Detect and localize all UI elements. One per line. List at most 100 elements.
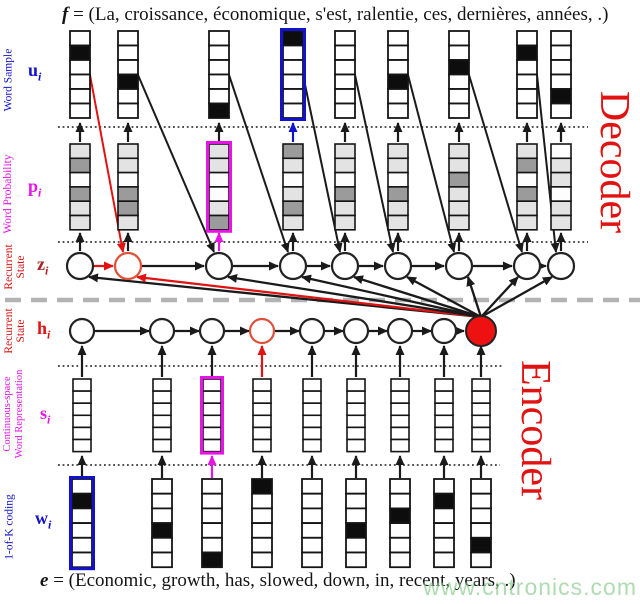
w-column-3	[201, 492, 223, 510]
w-column-4	[251, 507, 273, 524]
u-column-7	[448, 102, 470, 119]
z-state-1	[65, 251, 95, 281]
u-column-9	[550, 44, 572, 61]
s-column-9	[471, 438, 491, 453]
w-column-6	[345, 536, 367, 554]
s-column-1	[72, 414, 92, 429]
u-column-2	[117, 102, 139, 119]
context-to-decoder-arrow	[480, 275, 553, 319]
w-column-4	[251, 536, 273, 554]
p-column-1	[69, 214, 91, 231]
p-column-6	[387, 157, 409, 174]
row-label-recurrent-state-decoder: Recurrent State	[3, 236, 27, 298]
u-column-2	[117, 30, 139, 47]
s-column-9	[471, 390, 491, 405]
s-column-2	[152, 414, 172, 429]
context-to-decoder-arrow	[301, 274, 482, 319]
p-column-5	[334, 186, 356, 202]
p-column-4	[282, 200, 304, 217]
w-column-7	[389, 492, 411, 510]
u-column-1	[69, 73, 91, 90]
w-column-7	[389, 507, 411, 524]
s-column-7	[390, 414, 410, 429]
u-column-8	[516, 30, 538, 47]
w-column-4	[251, 522, 273, 539]
u-column-5	[334, 30, 356, 47]
u-column-4	[282, 102, 304, 119]
decoder-label: Decoder	[591, 90, 637, 234]
s-column-7	[390, 426, 410, 441]
p-column-8	[516, 200, 538, 217]
target-sentence-words: = (La, croissance, économique, s'est, ra…	[68, 4, 609, 25]
row-label-text: State	[15, 255, 27, 279]
u-column-1	[69, 30, 91, 47]
u-column-7	[448, 44, 470, 61]
row-label-recurrent-state-encoder: Recurrent State	[3, 300, 27, 362]
w-column-6	[345, 492, 367, 510]
p-column-4	[282, 157, 304, 174]
s-column-3	[202, 402, 222, 417]
w-column-1	[71, 551, 93, 569]
w-column-7	[389, 478, 411, 495]
u-column-9	[550, 59, 572, 76]
u-column-8	[516, 88, 538, 105]
sample-to-next-state-arrow	[137, 74, 215, 253]
w-column-9	[470, 507, 492, 524]
s-column-3	[202, 414, 222, 429]
u-column-6	[387, 30, 409, 47]
symbol-h: hi	[37, 318, 51, 342]
row-label-text: Continuous-space	[2, 376, 13, 452]
w-column-2	[151, 536, 173, 554]
s-column-1	[72, 378, 92, 392]
watermark: www.cntronics.com	[423, 574, 637, 600]
p-column-2	[117, 143, 139, 160]
z-state-2	[113, 251, 143, 281]
u-column-5	[334, 59, 356, 76]
u-column-8	[516, 44, 538, 61]
z-state-4	[278, 251, 308, 281]
s-column-8	[434, 426, 454, 441]
s-column-6	[346, 438, 366, 453]
u-column-4	[282, 88, 304, 105]
s-column-5	[302, 426, 322, 441]
h-state-6	[342, 317, 370, 345]
w-column-3	[201, 507, 223, 524]
w-column-6	[345, 478, 367, 495]
p-column-7	[448, 157, 470, 174]
s-column-2	[152, 438, 172, 453]
u-column-highlight	[280, 28, 306, 121]
context-to-decoder-arrow	[353, 275, 482, 319]
u-column-4	[282, 30, 304, 47]
w-column-highlight	[69, 476, 95, 571]
p-column-9	[550, 171, 572, 188]
w-column-8	[433, 492, 455, 510]
u-column-3	[208, 59, 230, 76]
p-column-8	[516, 143, 538, 160]
p-column-5	[334, 214, 356, 231]
w-column-1	[71, 492, 93, 510]
w-column-5	[301, 507, 323, 524]
symbol-w: wi	[35, 508, 52, 532]
target-sentence-symbol: f	[62, 4, 69, 25]
u-column-4	[282, 44, 304, 61]
s-column-9	[471, 414, 491, 429]
u-column-6	[387, 88, 409, 105]
h-state-8	[430, 317, 458, 345]
s-column-7	[390, 438, 410, 453]
context-to-decoder-arrow	[136, 273, 482, 319]
h-state-2	[148, 317, 176, 345]
w-column-2	[151, 478, 173, 495]
p-column-3	[208, 186, 230, 202]
s-column-highlight	[200, 376, 224, 455]
sample-to-next-state-arrow	[407, 74, 457, 253]
s-column-7	[390, 378, 410, 392]
p-column-7	[448, 171, 470, 188]
p-column-7	[448, 200, 470, 217]
p-column-2	[117, 214, 139, 231]
s-column-5	[302, 390, 322, 405]
row-label-text: Word Probability	[2, 154, 14, 234]
context-to-decoder-arrow	[480, 276, 519, 318]
w-column-8	[433, 536, 455, 554]
p-column-5	[334, 200, 356, 217]
